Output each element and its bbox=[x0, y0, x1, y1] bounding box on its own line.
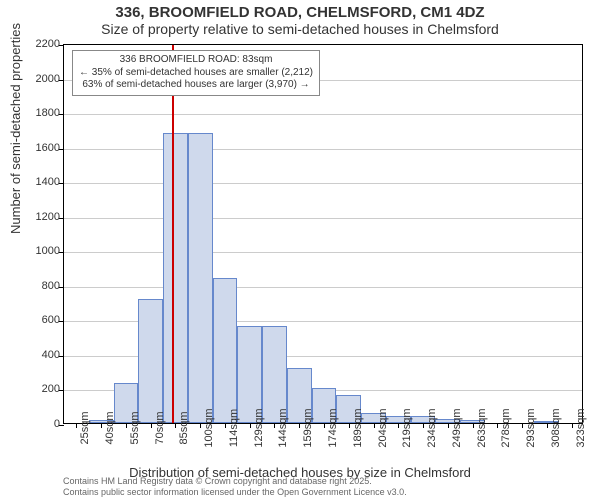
y-axis-label: Number of semi-detached properties bbox=[8, 23, 23, 234]
grid-line bbox=[64, 287, 582, 288]
x-tick bbox=[126, 423, 127, 428]
x-tick bbox=[473, 423, 474, 428]
footer-line2: Contains public sector information licen… bbox=[63, 487, 407, 498]
annotation-line1: 336 BROOMFIELD ROAD: 83sqm bbox=[79, 54, 313, 67]
x-tick-label: 323sqm bbox=[575, 408, 587, 447]
x-tick-label: 55sqm bbox=[129, 411, 141, 444]
x-tick bbox=[349, 423, 350, 428]
footer-attribution: Contains HM Land Registry data © Crown c… bbox=[63, 476, 407, 498]
histogram-bar bbox=[188, 133, 213, 423]
x-tick-label: 308sqm bbox=[550, 408, 562, 447]
annotation-box: 336 BROOMFIELD ROAD: 83sqm← 35% of semi-… bbox=[72, 50, 320, 96]
x-tick-label: 129sqm bbox=[253, 408, 265, 447]
x-tick bbox=[398, 423, 399, 428]
y-tick-label: 1400 bbox=[36, 176, 60, 188]
x-tick bbox=[225, 423, 226, 428]
grid-line bbox=[64, 114, 582, 115]
x-tick bbox=[250, 423, 251, 428]
x-tick bbox=[374, 423, 375, 428]
x-tick-label: 293sqm bbox=[525, 408, 537, 447]
x-tick bbox=[324, 423, 325, 428]
footer-line1: Contains HM Land Registry data © Crown c… bbox=[63, 476, 407, 487]
chart-title-line1: 336, BROOMFIELD ROAD, CHELMSFORD, CM1 4D… bbox=[0, 0, 600, 21]
x-tick bbox=[522, 423, 523, 428]
chart-title-line2: Size of property relative to semi-detach… bbox=[0, 21, 600, 39]
y-tick-label: 600 bbox=[42, 314, 60, 326]
y-tick-label: 1200 bbox=[36, 211, 60, 223]
x-tick-label: 144sqm bbox=[277, 408, 289, 447]
x-tick bbox=[101, 423, 102, 428]
x-tick-label: 114sqm bbox=[228, 409, 240, 447]
x-tick bbox=[151, 423, 152, 428]
x-tick-label: 219sqm bbox=[401, 408, 413, 447]
x-tick-label: 70sqm bbox=[154, 411, 166, 444]
y-tick-label: 2000 bbox=[36, 73, 60, 85]
y-tick-label: 0 bbox=[54, 418, 60, 430]
grid-line bbox=[64, 252, 582, 253]
x-tick-label: 159sqm bbox=[302, 408, 314, 447]
y-tick-label: 800 bbox=[42, 280, 60, 292]
histogram-bar bbox=[138, 299, 163, 423]
x-tick bbox=[448, 423, 449, 428]
y-tick-label: 2200 bbox=[36, 38, 60, 50]
x-tick-label: 234sqm bbox=[426, 408, 438, 447]
x-tick bbox=[299, 423, 300, 428]
histogram-bar bbox=[213, 278, 238, 423]
y-tick-label: 200 bbox=[42, 383, 60, 395]
y-tick-label: 1000 bbox=[36, 245, 60, 257]
marker-line bbox=[172, 45, 174, 423]
x-tick bbox=[76, 423, 77, 428]
y-tick-label: 1600 bbox=[36, 142, 60, 154]
x-tick-label: 85sqm bbox=[178, 411, 190, 444]
x-tick bbox=[572, 423, 573, 428]
annotation-line3: 63% of semi-detached houses are larger (… bbox=[79, 79, 313, 92]
x-tick bbox=[175, 423, 176, 428]
x-tick bbox=[547, 423, 548, 428]
annotation-line2: ← 35% of semi-detached houses are smalle… bbox=[79, 67, 313, 80]
grid-line bbox=[64, 149, 582, 150]
x-tick-label: 189sqm bbox=[352, 408, 364, 447]
histogram-bar bbox=[163, 133, 188, 423]
x-tick-label: 174sqm bbox=[327, 408, 339, 447]
y-tick-label: 1800 bbox=[36, 107, 60, 119]
x-tick bbox=[274, 423, 275, 428]
y-tick-label: 400 bbox=[42, 349, 60, 361]
x-tick bbox=[423, 423, 424, 428]
x-tick-label: 278sqm bbox=[500, 408, 512, 447]
x-tick-label: 100sqm bbox=[203, 408, 215, 447]
x-tick-label: 25sqm bbox=[79, 411, 91, 444]
chart-plot-area: 336 BROOMFIELD ROAD: 83sqm← 35% of semi-… bbox=[63, 44, 583, 424]
x-tick-label: 204sqm bbox=[377, 408, 389, 447]
grid-line bbox=[64, 218, 582, 219]
x-tick-label: 249sqm bbox=[451, 408, 463, 447]
x-tick bbox=[200, 423, 201, 428]
x-tick bbox=[497, 423, 498, 428]
x-tick-label: 263sqm bbox=[476, 408, 488, 447]
x-tick-label: 40sqm bbox=[104, 411, 116, 444]
grid-line bbox=[64, 183, 582, 184]
